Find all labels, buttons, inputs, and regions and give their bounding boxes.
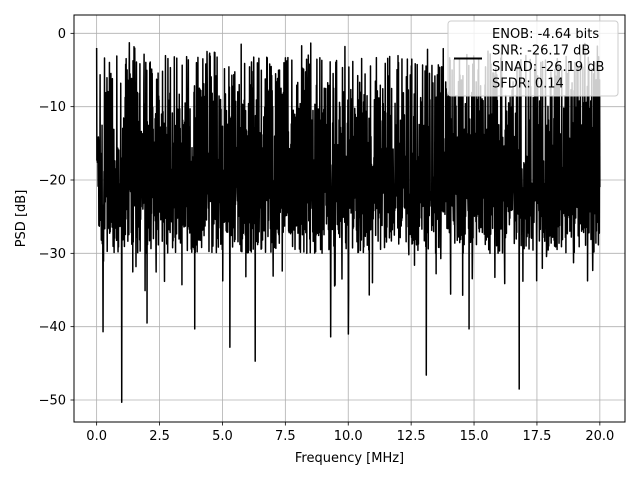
x-tick-label: 10.0: [334, 429, 363, 444]
x-tick-label: 5.0: [212, 429, 233, 444]
y-tick-label: −30: [39, 247, 66, 262]
x-tick-label: 7.5: [275, 429, 296, 444]
legend-enob: ENOB: -4.64 bits: [492, 27, 599, 42]
y-tick-label: 0: [58, 27, 66, 42]
y-tick-label: −40: [39, 320, 66, 335]
legend-sinad: SINAD: -26.19 dB: [492, 60, 604, 75]
legend-box: [447, 20, 619, 97]
y-axis-label: PSD [dB]: [14, 190, 29, 248]
x-tick-label: 17.5: [522, 429, 551, 444]
x-tick-label: 12.5: [397, 429, 426, 444]
legend-sfdr: SFDR: 0.14: [492, 77, 564, 92]
y-tick-label: −10: [39, 100, 66, 115]
ticks: 0.0 2.5 5.0 7.5 10.0 12.5 15.0 17.5 20.0 0 −10 −20 −…: [39, 27, 615, 444]
legend: ENOB: -4.64 bits SNR: -26.17 dB SINAD: -…: [447, 20, 619, 97]
psd-series-line: [95, 42, 601, 403]
x-tick-label: 2.5: [149, 429, 170, 444]
plot-area: [95, 42, 601, 403]
x-tick-label: 0.0: [86, 429, 107, 444]
x-tick-label: 15.0: [460, 429, 489, 444]
y-tick-label: −20: [39, 174, 66, 189]
legend-snr: SNR: -26.17 dB: [492, 44, 590, 59]
y-tick-label: −50: [39, 394, 66, 409]
x-axis-label: Frequency [MHz]: [295, 451, 404, 466]
axes-frame: [73, 14, 626, 423]
x-tick-label: 20.0: [585, 429, 614, 444]
